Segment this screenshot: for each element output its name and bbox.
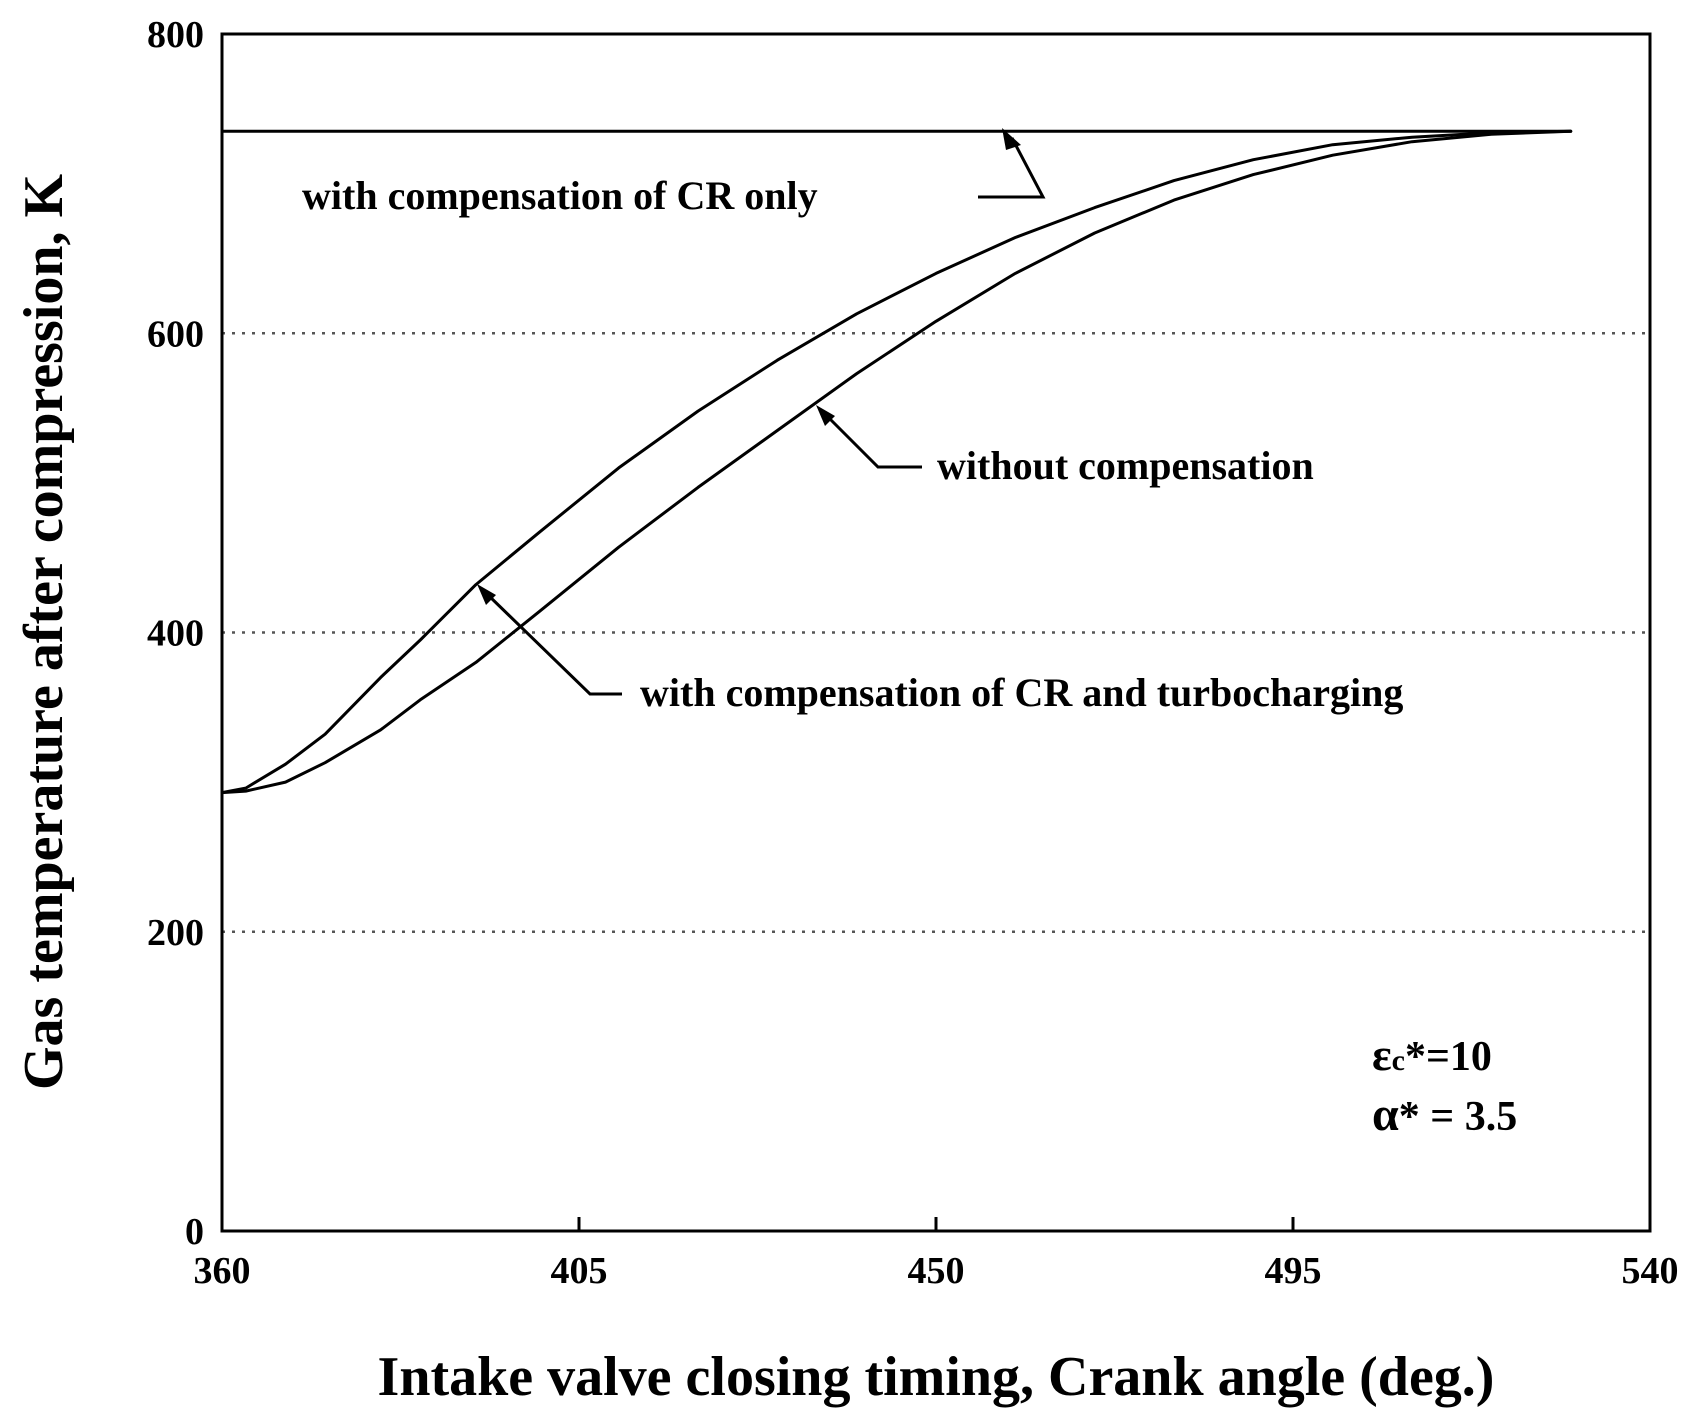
epsilon-value: *=10 — [1405, 1034, 1492, 1080]
arrow-turbo-leader — [485, 592, 622, 696]
epsilon-subscript: c — [1392, 1044, 1405, 1077]
x-axis-title: Intake valve closing timing, Crank angle… — [378, 1346, 1495, 1408]
annotation-arrows — [477, 128, 1046, 696]
y-tick-label-0: 0 — [185, 1211, 204, 1253]
grid-lines — [222, 332, 1650, 933]
param-epsilon: εc*=10 — [1372, 1029, 1492, 1080]
alpha-symbol: α — [1372, 1088, 1399, 1141]
y-tick-label-400: 400 — [147, 613, 204, 655]
y-tick-label-200: 200 — [147, 912, 204, 954]
param-alpha: α* = 3.5 — [1372, 1088, 1517, 1141]
y-tick-label-600: 600 — [147, 313, 204, 355]
x-tick-label-450: 450 — [908, 1250, 965, 1292]
series-line-1 — [220, 129, 1573, 795]
arrow-cr-only-leader — [978, 137, 1046, 199]
arrow-cr-only-head — [1002, 128, 1021, 150]
arrow-without-head — [816, 405, 835, 426]
series-lines — [220, 129, 1573, 795]
x-tick-label-540: 540 — [1622, 1250, 1679, 1292]
x-tick-label-495: 495 — [1265, 1250, 1322, 1292]
y-tick-labels: 0 200 400 600 800 — [147, 14, 204, 1253]
series-line-2 — [220, 129, 1573, 795]
y-tick-label-800: 800 — [147, 14, 204, 56]
annotation-cr-only: with compensation of CR only — [302, 173, 818, 218]
y-axis-title: Gas temperature after compression, K — [13, 174, 75, 1090]
annotation-cr-and-turbocharging: with compensation of CR and turbochargin… — [640, 670, 1403, 715]
epsilon-symbol: ε — [1372, 1029, 1392, 1080]
annotation-without-compensation: without compensation — [937, 443, 1314, 488]
alpha-value: * = 3.5 — [1399, 1094, 1517, 1140]
arrow-turbo-head — [477, 584, 496, 605]
x-tick-labels: 360 405 450 495 540 — [194, 1217, 1679, 1292]
x-tick-label-360: 360 — [194, 1250, 251, 1292]
arrow-without-leader — [824, 413, 922, 469]
x-tick-label-405: 405 — [551, 1250, 608, 1292]
